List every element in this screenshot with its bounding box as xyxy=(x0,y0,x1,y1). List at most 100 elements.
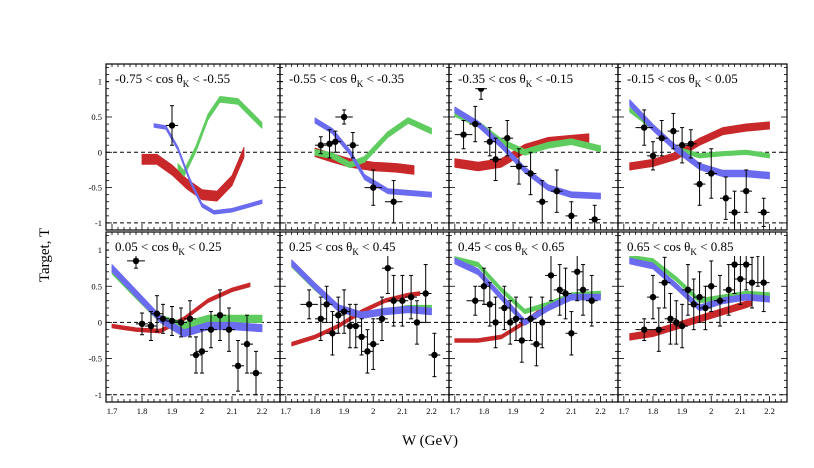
x-tick-label: 2.1 xyxy=(397,406,408,416)
data-point xyxy=(405,274,417,320)
data-point xyxy=(757,253,770,313)
data-points xyxy=(466,242,598,367)
data-point xyxy=(196,329,208,374)
data-point xyxy=(577,264,589,316)
marker xyxy=(743,261,750,268)
data-point xyxy=(355,318,368,356)
marker xyxy=(492,156,499,163)
y-tick-label: -1 xyxy=(95,390,102,400)
marker xyxy=(335,311,342,319)
x-tick-label: 1.9 xyxy=(508,406,519,416)
data-points xyxy=(454,77,601,230)
data-point xyxy=(384,180,403,224)
model-bands xyxy=(454,256,601,343)
marker xyxy=(234,362,242,370)
x-tick-label: 1.8 xyxy=(137,406,148,416)
data-point xyxy=(536,180,549,224)
data-point xyxy=(682,264,694,316)
marker xyxy=(687,140,695,148)
y-tick-label: -0.5 xyxy=(89,354,102,364)
green-band xyxy=(629,107,770,159)
marker xyxy=(527,315,534,323)
data-point xyxy=(516,318,528,363)
data-point xyxy=(676,127,688,164)
panel-title-background xyxy=(621,67,784,88)
data-point xyxy=(545,249,557,302)
panel-title: 0.45 < cos θK < 0.65 xyxy=(458,239,564,257)
data-point xyxy=(428,332,441,378)
data-point xyxy=(250,350,262,396)
marker xyxy=(725,286,732,294)
panel-frame xyxy=(617,63,788,231)
marker xyxy=(512,315,520,323)
panel-title-background xyxy=(452,235,615,256)
red-band xyxy=(291,291,421,347)
marker xyxy=(641,124,648,131)
marker xyxy=(431,351,438,359)
model-bands xyxy=(111,264,263,338)
x-tick-label: 2.2 xyxy=(595,406,606,416)
marker xyxy=(472,120,479,128)
marker xyxy=(661,279,668,286)
marker xyxy=(317,142,324,149)
marker xyxy=(364,348,371,355)
data-point xyxy=(347,132,359,159)
marker xyxy=(480,283,488,290)
data-point xyxy=(469,105,482,143)
blue-band xyxy=(454,257,601,326)
marker xyxy=(243,340,251,348)
data-point xyxy=(524,151,537,196)
marker xyxy=(486,138,493,145)
marker xyxy=(649,152,657,160)
marker xyxy=(323,301,330,308)
data-point xyxy=(685,129,697,159)
data-point xyxy=(693,162,706,206)
marker xyxy=(384,264,392,272)
marker xyxy=(588,297,595,304)
y-axis-label: Target, T xyxy=(37,228,53,282)
data-point xyxy=(652,307,665,352)
model-bands xyxy=(454,106,601,200)
marker xyxy=(678,322,686,330)
data-points xyxy=(314,109,403,224)
data-point xyxy=(705,148,718,199)
y-tick-label: 1 xyxy=(98,77,102,87)
marker xyxy=(358,333,365,341)
data-point xyxy=(524,296,537,342)
data-point xyxy=(478,267,490,305)
x-tick-label: 2 xyxy=(540,406,544,416)
data-point xyxy=(664,292,677,345)
data-point xyxy=(687,278,700,331)
marker xyxy=(177,319,185,326)
data-point xyxy=(510,148,528,185)
data-point xyxy=(728,190,741,230)
data-point xyxy=(454,120,473,150)
marker xyxy=(553,187,561,195)
data-point xyxy=(151,295,163,333)
marker xyxy=(390,297,397,304)
marker xyxy=(198,348,206,355)
data-point xyxy=(367,318,380,370)
marker xyxy=(207,326,215,333)
marker xyxy=(716,297,724,304)
marker xyxy=(708,283,715,290)
panel-title-background xyxy=(621,235,784,256)
data-point xyxy=(166,306,178,336)
data-point xyxy=(530,321,543,367)
x-tick-label: 1.7 xyxy=(281,406,292,416)
marker xyxy=(731,261,738,268)
data-point xyxy=(550,169,563,213)
marker xyxy=(138,320,146,328)
marker xyxy=(472,297,479,304)
y-tick-label: -1 xyxy=(95,218,102,228)
blue-band xyxy=(153,123,263,215)
y-tick-label: 0 xyxy=(98,317,102,327)
x-tick-label: 2.1 xyxy=(735,406,746,416)
data-point xyxy=(647,141,659,171)
panel-title: 0.25 < cos θK < 0.45 xyxy=(289,239,395,257)
data-point xyxy=(559,267,572,320)
panel-title-background xyxy=(452,67,615,88)
marker xyxy=(673,319,680,326)
data-point xyxy=(387,274,400,327)
